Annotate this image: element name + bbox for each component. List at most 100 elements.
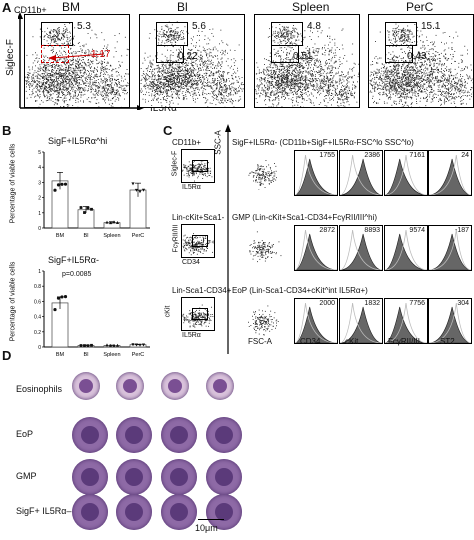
histogram: 1755 xyxy=(294,150,338,196)
data-point xyxy=(83,344,86,348)
histogram: 2872 xyxy=(294,225,338,271)
data-point xyxy=(131,343,135,347)
panel-b-bottom-title: SigF+IL5Rα- xyxy=(48,255,99,265)
cell-nucleus xyxy=(170,426,188,444)
gate-label: CD11b+ xyxy=(172,138,201,147)
data-point xyxy=(86,206,90,210)
histogram-curve xyxy=(385,229,427,270)
gating-xlabel: IL5Rα xyxy=(182,332,201,339)
data-point xyxy=(63,295,68,299)
histogram-curve xyxy=(429,154,471,195)
bar-chart-bottom: 0 0.2 0.4 0.6 0.8 1 BM Bl Spleen PerC xyxy=(34,269,150,358)
histogram-curve xyxy=(340,229,382,270)
scatter-dots xyxy=(249,231,282,263)
cell-image xyxy=(116,459,152,495)
cell-nucleus xyxy=(215,468,233,486)
scale-bar-label: 10μm xyxy=(195,523,218,533)
cell-image xyxy=(206,372,234,400)
lower-gate xyxy=(271,45,299,63)
cell-nucleus xyxy=(81,426,99,444)
cell-image xyxy=(161,372,189,400)
data-point xyxy=(115,220,120,224)
flow-plot-title: PerC xyxy=(406,0,434,14)
data-point xyxy=(60,295,64,299)
histogram-curve xyxy=(340,154,382,195)
data-point xyxy=(141,188,146,192)
histogram: 24 xyxy=(428,150,472,196)
data-point xyxy=(141,343,146,347)
lower-gate xyxy=(156,45,184,63)
y-tick-label: 3 xyxy=(38,180,41,186)
histogram-curve xyxy=(429,302,471,343)
mfi-value: 7161 xyxy=(409,152,425,159)
upper-gate xyxy=(41,22,73,46)
cell-nucleus xyxy=(215,503,233,521)
cell-nucleus xyxy=(168,379,182,393)
flow-plot-title: Bl xyxy=(177,0,188,14)
data-point xyxy=(108,343,113,347)
gating-ylabel: cKit xyxy=(164,305,172,318)
panel-d-label: D xyxy=(2,348,12,363)
cell-row-label: Eosinophils xyxy=(16,384,63,394)
bar-chart-top: 0 1 2 3 4 5 BM Bl Spleen PerC xyxy=(38,150,150,239)
cell-image xyxy=(206,417,242,453)
flow-plot: 4.8 0.51 xyxy=(254,14,360,108)
data-point xyxy=(53,188,57,192)
gating-xlabel: IL5Rα xyxy=(182,184,201,191)
mfi-value: 2872 xyxy=(319,227,335,234)
scale-bar xyxy=(198,519,224,520)
cell-image xyxy=(116,372,144,400)
mfi-value: 2386 xyxy=(364,152,380,159)
cell-row-label: SigF+ IL5Rα– xyxy=(16,506,72,516)
gating-dots xyxy=(182,304,214,328)
y-tick-label: 0 xyxy=(38,345,41,351)
histogram: 304 xyxy=(428,298,472,344)
gating-ylabel: Siglec-F xyxy=(171,150,179,177)
data-point xyxy=(108,221,113,225)
scatter-dots xyxy=(248,160,277,190)
cell-nucleus xyxy=(215,426,233,444)
lower-gate-percent: 0.51 xyxy=(293,51,313,62)
flow-plot-title: Spleen xyxy=(292,0,330,14)
ssc-axis-arrow xyxy=(225,124,231,354)
gate-box xyxy=(192,235,208,247)
histogram-curve xyxy=(340,302,382,343)
y-tick-label: 5 xyxy=(38,150,41,156)
mfi-value: 8893 xyxy=(364,227,380,234)
gating-ylabel: FcγRII/III xyxy=(172,224,180,253)
histogram-curve xyxy=(429,229,471,270)
scatter-plot xyxy=(246,154,286,190)
cell-image xyxy=(161,417,197,453)
category-label: PerC xyxy=(132,352,145,358)
population-title: EoP (Lin-Sca1-CD34+cKit^int IL5Rα+) xyxy=(232,286,368,295)
panel-a-xlabel: IL5Rα xyxy=(150,103,177,114)
upper-gate xyxy=(271,22,303,46)
histogram-xlabel: FcγRII/III xyxy=(388,337,420,346)
cell-image xyxy=(206,459,242,495)
cell-nucleus xyxy=(81,503,99,521)
panel-a-label: A xyxy=(2,0,12,15)
lower-gate xyxy=(41,45,69,63)
data-point xyxy=(131,182,135,186)
ssc-a-label: SSC-A xyxy=(213,130,223,155)
y-tick-label: 4 xyxy=(38,165,41,171)
y-tick-label: 0.8 xyxy=(34,284,41,290)
cell-nucleus xyxy=(170,468,188,486)
cell-image xyxy=(72,494,108,530)
data-point xyxy=(115,343,120,347)
category-label: Bl xyxy=(84,233,89,239)
upper-gate-percent: 15.1 xyxy=(421,21,441,32)
flow-dots xyxy=(369,23,473,107)
data-point xyxy=(79,206,83,209)
gating-dots xyxy=(182,233,214,256)
cell-row-label: GMP xyxy=(16,471,37,481)
histogram-xlabel: CD34 xyxy=(300,337,321,346)
flow-plot: 5.3 1.17 xyxy=(24,14,130,108)
gate-box xyxy=(192,160,208,172)
panel-c-label: C xyxy=(163,123,173,138)
mfi-value: 1755 xyxy=(319,152,335,159)
cell-image xyxy=(72,417,108,453)
lower-gate xyxy=(385,45,413,63)
panel-a-ylabel: Siglec-F xyxy=(4,39,16,76)
flow-dots xyxy=(25,23,129,107)
